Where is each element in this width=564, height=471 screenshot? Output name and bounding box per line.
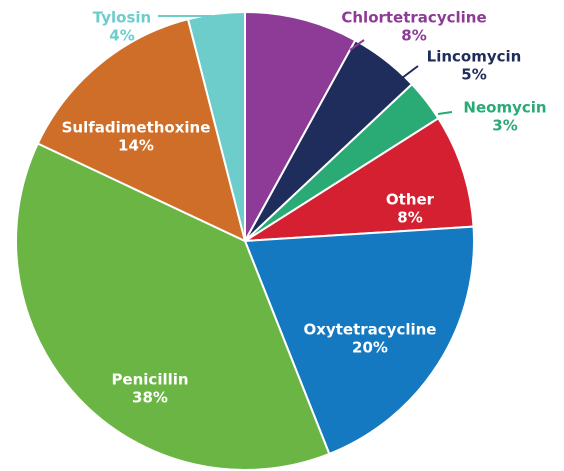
leader-lines — [158, 15, 453, 115]
slice-value-label: 8% — [397, 209, 422, 227]
slice-label: Lincomycin — [427, 48, 522, 66]
pie-slice — [186, 10, 246, 242]
slice-value-label: 8% — [401, 27, 426, 45]
pie-slice — [36, 17, 247, 243]
pie-slice — [15, 142, 331, 471]
pie-slice — [244, 10, 357, 242]
slice-label: Penicillin — [111, 371, 188, 389]
leader-line — [349, 39, 365, 51]
slice-value-label: 3% — [492, 117, 517, 135]
slice-value-label: 5% — [461, 66, 486, 84]
slice-label: Chlortetracycline — [341, 9, 486, 27]
slice-label: Neomycin — [463, 99, 546, 117]
leader-line — [401, 65, 419, 79]
leader-line — [437, 111, 453, 115]
pie-slice — [244, 116, 475, 242]
pie-slice — [243, 225, 475, 456]
slice-value-label: 14% — [118, 137, 154, 155]
slice-value-label: 38% — [132, 389, 168, 407]
slice-label: Other — [386, 191, 435, 209]
slice-label: Tylosin — [93, 9, 151, 27]
slice-value-label: 4% — [109, 27, 134, 45]
slice-label: Sulfadimethoxine — [62, 119, 211, 137]
slice-label: Oxytetracycline — [304, 321, 437, 339]
slice-value-label: 20% — [352, 339, 388, 357]
